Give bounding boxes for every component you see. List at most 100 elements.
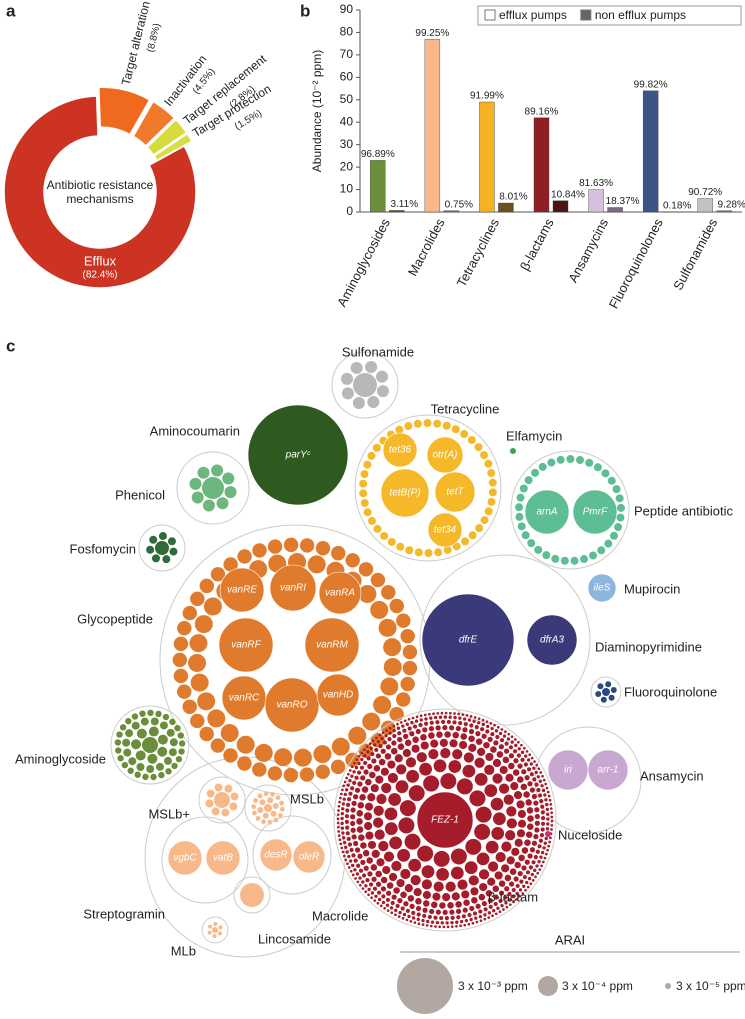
bubble [545,803,548,806]
bubble [363,461,371,469]
bubble [405,546,413,554]
bubble [316,765,330,779]
bubble [428,915,432,919]
bubble [509,753,514,758]
bubble [486,725,489,728]
bubble [436,712,439,715]
bubble [469,723,473,727]
bubble [381,877,388,884]
bubble [534,546,542,554]
bubble [443,926,446,929]
bubble [484,460,492,468]
bubble [384,734,387,737]
bubble [402,729,406,733]
bubble [460,733,467,740]
bubble [343,841,346,844]
bar [553,201,568,212]
bubble [533,800,538,805]
bubble [353,373,377,397]
gene-label: arnA [536,507,557,518]
bubble [611,687,617,693]
group-label: Macrolide [312,908,368,923]
bubble [471,897,478,904]
bubble [364,884,367,887]
bubble [396,543,404,551]
bubble [433,916,437,920]
bubble [455,921,458,924]
bubble [476,807,492,823]
bubble [408,726,412,730]
bubble [610,532,618,540]
bubble [455,901,462,908]
bubble [403,901,408,906]
y-tick-label: 20 [340,159,354,173]
bar-label: 10.84% [551,189,585,200]
bubble [433,420,441,428]
bubble [532,841,537,846]
bubble [532,766,535,769]
bubble [576,456,584,464]
bubble [396,723,399,726]
bubble [331,546,345,560]
bubble [147,754,157,764]
bubble [597,683,603,689]
bubble [540,833,544,837]
gene-label: vanRE [227,585,257,596]
bubble [351,853,355,857]
bubble [400,891,407,898]
bubble [439,902,446,909]
bubble [509,881,514,886]
legend-label: efflux pumps [499,8,567,22]
bubble [526,750,529,753]
bubble [510,782,518,790]
bubble [589,551,597,559]
gene-label: vgbC [173,853,197,864]
bubble [472,922,475,925]
bubble [504,730,507,733]
bubble [451,916,455,920]
bubble [381,768,389,776]
bubble [436,725,441,730]
bubble [362,786,369,793]
bubble [200,579,214,593]
bubble [595,691,601,697]
bubble [195,615,213,633]
bubble [421,741,429,749]
bubble [373,887,377,891]
bubble [373,696,391,714]
bubble [541,775,544,778]
bubble [342,802,345,805]
bubble [174,637,188,651]
bubble [428,732,435,739]
bubble [540,805,544,809]
bubble [424,717,427,720]
bubble [251,804,256,809]
bubble [360,766,364,770]
bubble [409,785,425,801]
bubble [351,801,356,806]
bubble [341,373,353,385]
bubble [461,537,469,545]
bubble [392,734,396,738]
gene-label: FEZ-1 [431,815,459,826]
bubble [453,712,456,715]
bubble [542,861,545,864]
bubble [373,899,376,902]
bubble [474,758,484,768]
bubble [530,787,535,792]
bubble [378,898,381,901]
bubble [543,779,546,782]
gene-label: dfrE [459,635,478,646]
bubble [526,831,533,838]
bubble [374,748,378,752]
bubble [116,731,122,737]
bubble [340,817,343,820]
bubble [338,805,341,808]
bubble [445,916,449,920]
bubble-group: Fosfomycin [70,525,185,571]
group-label: Peptide antibiotic [634,503,734,518]
bubble [491,827,504,840]
bubble [435,720,439,724]
bubble [347,855,350,858]
